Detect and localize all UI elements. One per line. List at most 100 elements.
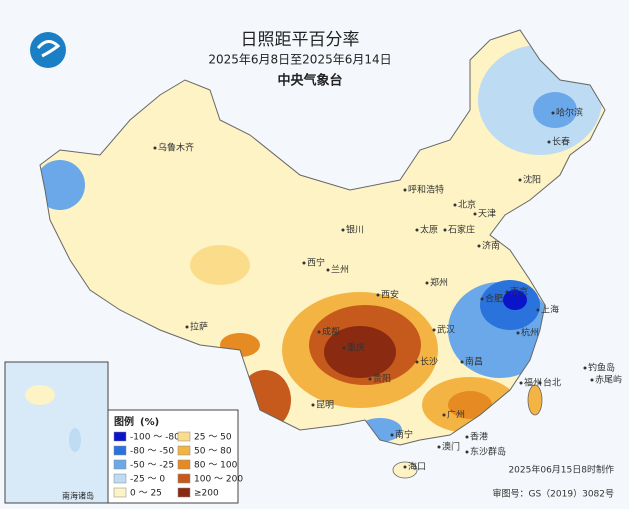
city-label: 呼和浩特 — [408, 184, 444, 196]
city-label: 乌鲁木齐 — [158, 142, 194, 154]
city-dot — [519, 381, 523, 385]
legend-swatch — [113, 431, 127, 442]
legend-swatch — [113, 445, 127, 456]
city-dot — [505, 290, 509, 294]
city-label: 台北 — [543, 377, 561, 389]
city-label: 福州 — [524, 377, 542, 389]
city-dot — [465, 450, 469, 454]
hainan — [392, 461, 418, 479]
city-dot — [538, 381, 542, 385]
city-dot — [341, 228, 345, 232]
subtitle: 2025年6月8日至2025年6月14日 — [208, 53, 391, 67]
city-dot — [368, 377, 372, 381]
city-dot — [590, 378, 594, 382]
legend-swatch — [113, 459, 127, 470]
city-label: 昆明 — [316, 400, 334, 411]
legend-swatch — [113, 473, 127, 484]
inset: 南海诸岛 — [4, 361, 109, 504]
city-label: 长春 — [552, 136, 570, 148]
city-dot — [317, 330, 321, 334]
city-dot — [473, 212, 477, 216]
city-dot — [153, 146, 157, 150]
city-label: 济南 — [482, 240, 500, 252]
city-dot — [326, 268, 330, 272]
city-dot — [480, 297, 484, 301]
legend-swatch — [177, 445, 191, 456]
city-dot — [425, 281, 429, 285]
taiwan — [527, 384, 543, 416]
city-label: 海口 — [408, 461, 426, 473]
footer-review: 审图号：GS（2019）3082号 — [493, 488, 615, 500]
city-dot — [547, 140, 551, 144]
city-dot — [185, 325, 189, 329]
city-label: 南京 — [510, 286, 528, 298]
agency: 中央气象台 — [277, 73, 342, 89]
city-label: 重庆 — [347, 342, 365, 354]
city-dot — [551, 111, 555, 115]
city-label: 沈阳 — [523, 174, 541, 186]
city-dot — [443, 228, 447, 232]
footer-made: 2025年06月15日8时制作 — [508, 464, 614, 476]
legend-swatch — [177, 431, 191, 442]
legend-label: -50 ～ -25 — [130, 461, 174, 471]
city-label: 钓鱼岛 — [588, 362, 615, 374]
city-dot — [390, 433, 394, 437]
legend-swatch — [177, 487, 191, 498]
city-dot — [432, 328, 436, 332]
legend-title: 图例 — [114, 415, 134, 428]
legend-label: 80 ～ 100 — [194, 461, 238, 471]
city-label: 石家庄 — [448, 224, 475, 236]
legend-label: ≥200 — [194, 489, 219, 499]
city-dot — [516, 331, 520, 335]
city-label: 东沙群岛 — [470, 446, 506, 458]
city-label: 澳门 — [442, 441, 460, 453]
city-label: 贵阳 — [373, 373, 391, 385]
city-label: 合肥 — [485, 293, 503, 305]
city-label: 香港 — [470, 431, 488, 443]
city-dot — [403, 188, 407, 192]
legend-swatch — [113, 487, 127, 498]
city-label: 拉萨 — [190, 321, 208, 333]
legend-swatch — [177, 459, 191, 470]
city-dot — [342, 346, 346, 350]
city-dot — [465, 435, 469, 439]
title: 日照距平百分率 — [241, 30, 360, 50]
city-label: 南昌 — [465, 356, 483, 368]
city-dot — [376, 293, 380, 297]
city-label: 长沙 — [420, 356, 438, 368]
legend-label: -100 ～ -80 — [130, 433, 180, 443]
legend-label: -80 ～ -50 — [130, 447, 174, 457]
city-label: 武汉 — [437, 324, 455, 336]
city-label: 赤尾屿 — [595, 375, 622, 386]
legend-label: 25 ～ 50 — [194, 433, 232, 443]
city-label: 郑州 — [430, 277, 448, 289]
city-dot — [415, 360, 419, 364]
city-label: 哈尔滨 — [556, 107, 583, 119]
legend-label: 50 ～ 80 — [194, 447, 232, 457]
city-dot — [302, 261, 306, 265]
city-dot — [453, 203, 457, 207]
city-dot — [403, 465, 407, 469]
city-dot — [442, 413, 446, 417]
city-label: 广州 — [447, 409, 465, 421]
city-label: 杭州 — [521, 327, 539, 339]
city-label: 成都 — [322, 326, 340, 338]
city-dot — [311, 403, 315, 407]
city-label: 北京 — [458, 199, 476, 211]
city-dot — [437, 445, 441, 449]
legend-box — [107, 409, 239, 504]
legend-label: 100 ～ 200 — [194, 475, 243, 485]
city-dot — [583, 366, 587, 370]
city-label: 西宁 — [307, 257, 325, 269]
city-label: 太原 — [420, 224, 438, 236]
city-label: 银川 — [346, 224, 364, 236]
city-label: 天津 — [478, 209, 496, 220]
city-dot — [536, 308, 540, 312]
city-label: 南宁 — [395, 429, 413, 441]
city-dot — [460, 360, 464, 364]
city-dot — [415, 228, 419, 232]
city-label: 上海 — [541, 304, 559, 316]
legend-label: -25 ～ 0 — [130, 475, 165, 485]
city-label: 兰州 — [331, 264, 349, 276]
